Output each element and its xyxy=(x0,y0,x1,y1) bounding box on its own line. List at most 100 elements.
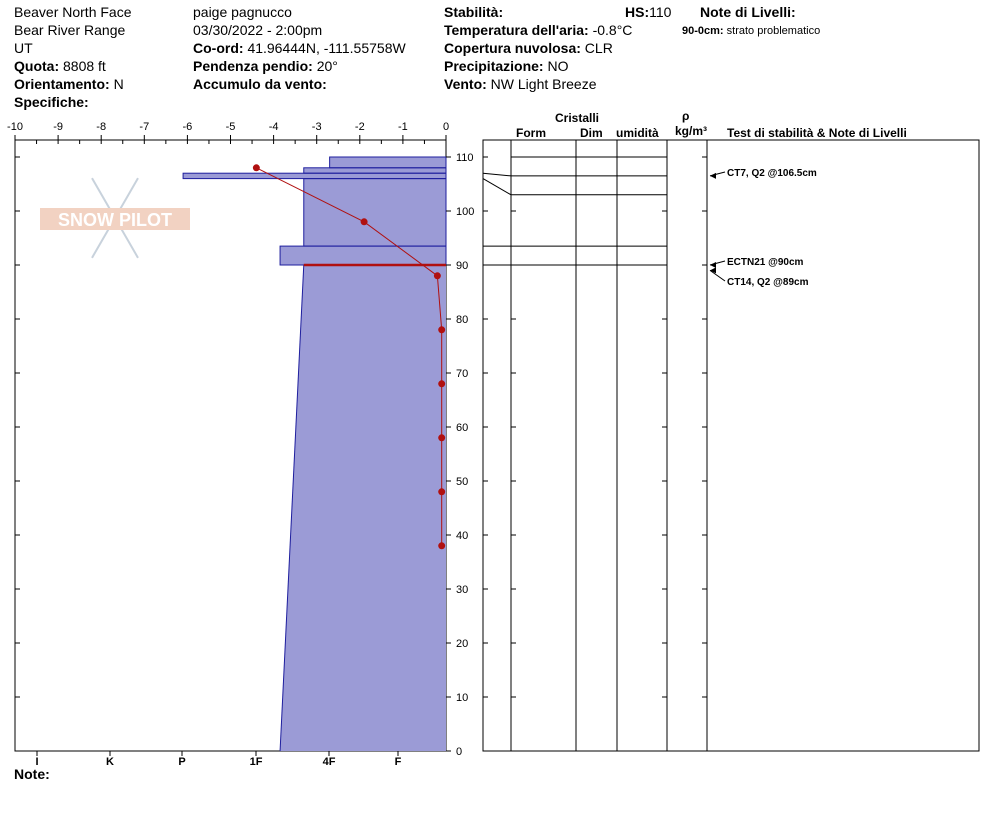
height-tick-label: 90 xyxy=(456,260,468,272)
coordinates: Co-ord: 41.96444N, -111.55758W xyxy=(193,40,406,56)
temperature-point xyxy=(438,434,446,442)
temperature-tick-label: -6 xyxy=(183,121,193,133)
precipitation: Precipitazione: NO xyxy=(444,58,568,74)
layer-note-text: strato problematico xyxy=(726,25,821,37)
temperature-tick-label: -10 xyxy=(7,121,23,133)
temperature-tick-label: -8 xyxy=(96,121,106,133)
height-tick-label: 40 xyxy=(456,530,468,542)
height-tick-label: 50 xyxy=(456,476,468,488)
height-tick-label: 60 xyxy=(456,422,468,434)
mountain-range: Bear River Range xyxy=(14,22,126,38)
height-tick-label: 70 xyxy=(456,368,468,380)
test-pointer xyxy=(709,269,726,282)
snow-height: HS:110 xyxy=(625,4,671,20)
layer-table-frame xyxy=(482,139,980,752)
temperature-point xyxy=(433,272,441,280)
layer-table-panel: CT7, Q2 @106.5cm ECTN21 @90cm CT14, Q2 @89… xyxy=(482,139,980,752)
snow-height-value: 110 xyxy=(649,4,672,20)
hardness-tick-label: F xyxy=(395,756,402,768)
temperature-point xyxy=(438,326,446,334)
layer-note-range: 90-0cm: xyxy=(682,25,724,37)
height-tick-label: 0 xyxy=(456,746,462,758)
hardness-tick-label: 4F xyxy=(323,756,336,768)
elevation-label: Quota: xyxy=(14,58,60,74)
stability-test-label: CT7, Q2 @106.5cm xyxy=(727,168,817,179)
snowpilot-logo: SNOW PILOT xyxy=(40,177,190,259)
layer-note-entry: 90-0cm: strato problematico xyxy=(682,25,820,38)
precipitation-value: NO xyxy=(547,58,569,74)
test-arrowhead xyxy=(710,172,716,179)
coordinates-label: Co-ord: xyxy=(193,40,244,56)
wind: Vento: NW Light Breeze xyxy=(444,76,597,92)
logo-text: SNOW PILOT xyxy=(58,210,172,230)
note-label: Note: xyxy=(14,766,50,782)
elevation: Quota: 8808 ft xyxy=(14,58,106,74)
temperature-tick-label: -7 xyxy=(139,121,149,133)
stability: Stabilità: xyxy=(444,4,503,20)
stability-test-label: ECTN21 @90cm xyxy=(727,257,804,268)
temperature-tick-label: -3 xyxy=(312,121,322,133)
temperature-tick-label: -1 xyxy=(398,121,408,133)
temperature-point xyxy=(438,488,446,496)
test-arrowhead xyxy=(710,262,716,268)
height-tick-label: 30 xyxy=(456,584,468,596)
observer-name: paige pagnucco xyxy=(193,4,292,20)
cloud-cover-value: CLR xyxy=(584,40,613,56)
state: UT xyxy=(14,40,33,56)
slope-angle-label: Pendenza pendio: xyxy=(193,58,313,74)
temperature-point xyxy=(438,380,446,388)
stability-test-label: CT14, Q2 @89cm xyxy=(727,277,809,288)
temperature-tick-label: -4 xyxy=(269,121,279,133)
temperature-point xyxy=(252,164,260,172)
wind-label: Vento: xyxy=(444,76,487,92)
height-tick-label: 80 xyxy=(456,314,468,326)
hardness-tick-label: I xyxy=(35,756,38,768)
slope-angle-value: 20° xyxy=(316,58,338,74)
density-unit: kg/m³ xyxy=(675,124,708,138)
tests-header: Test di stabilità & Note di Livelli xyxy=(727,126,907,140)
air-temperature-value: -0.8°C xyxy=(592,22,633,38)
elevation-value: 8808 ft xyxy=(63,58,106,74)
density-symbol: ρ xyxy=(682,109,690,123)
specifics-label: Specifiche: xyxy=(14,94,89,110)
temperature-line xyxy=(256,167,443,546)
temperature-tick-label: -5 xyxy=(226,121,236,133)
air-temperature: Temperatura dell'aria: -0.8°C xyxy=(444,22,632,38)
coordinates-value: 41.96444N, -111.55758W xyxy=(247,40,406,56)
hardness-profile-area xyxy=(183,157,446,751)
height-tick-label: 20 xyxy=(456,638,468,650)
temperature-point xyxy=(360,218,368,226)
stability-label: Stabilità: xyxy=(444,4,504,20)
aspect: Orientamento: N xyxy=(14,76,124,92)
height-tick-label: 110 xyxy=(456,152,474,164)
hardness-tick-label: P xyxy=(178,756,185,768)
layer-connector xyxy=(482,172,512,177)
wind-loading-label: Accumulo da vento: xyxy=(193,76,327,92)
test-arrowhead xyxy=(710,267,716,274)
air-temperature-label: Temperatura dell'aria: xyxy=(444,22,589,38)
hardness-tick-label: K xyxy=(106,756,114,768)
precipitation-label: Precipitazione: xyxy=(444,58,544,74)
crystals-header: Cristalli xyxy=(555,111,600,125)
size-header: Dim xyxy=(580,126,603,140)
wind-loading: Accumulo da vento: xyxy=(193,76,327,92)
hardness-tick-label: 1F xyxy=(250,756,263,768)
wind-value: NW Light Breeze xyxy=(490,76,597,92)
layer-connector xyxy=(482,178,512,196)
temperature-tick-label: 0 xyxy=(443,121,449,133)
logo-band xyxy=(40,208,190,230)
slope-angle: Pendenza pendio: 20° xyxy=(193,58,338,74)
form-header: Form xyxy=(516,126,546,140)
temperature-point xyxy=(438,542,446,550)
temperature-tick-label: -2 xyxy=(355,121,365,133)
cloud-cover: Copertura nuvolosa: CLR xyxy=(444,40,613,56)
hardness-layer xyxy=(279,264,305,752)
layer-notes-title: Note di Livelli: xyxy=(700,4,796,20)
location-name: Beaver North Face xyxy=(14,4,132,20)
temperature-tick-label: -9 xyxy=(53,121,63,133)
observation-datetime: 03/30/2022 - 2:00pm xyxy=(193,22,323,38)
cloud-cover-label: Copertura nuvolosa: xyxy=(444,40,581,56)
height-tick-label: 100 xyxy=(456,206,474,218)
hardness-temperature-panel: -10 -9 -8 -7 -6 -5 -4 -3 -2 -1 0I K P 1F 4F F0102030405… xyxy=(7,121,474,768)
